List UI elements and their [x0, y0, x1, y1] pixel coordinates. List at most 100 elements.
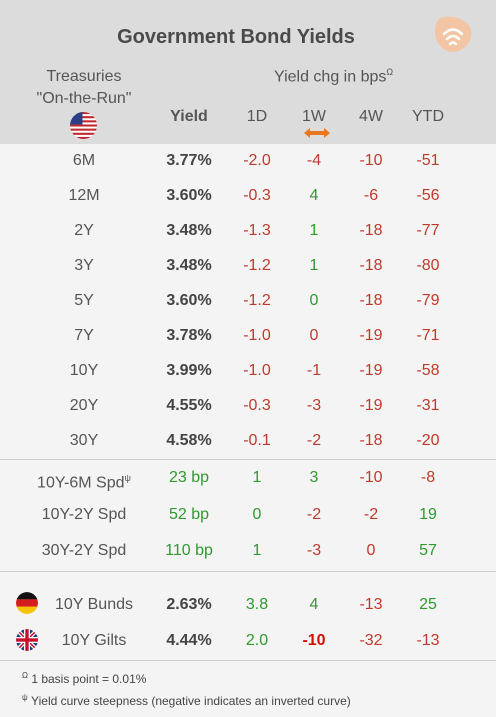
header-col-ytd: YTD: [412, 108, 444, 125]
row-1d: 1: [252, 542, 262, 559]
row-label: 12M: [68, 187, 100, 204]
row-ytd: -8: [420, 469, 436, 486]
row-1w: -2: [306, 432, 322, 449]
row-yield: 4.44%: [166, 632, 212, 649]
footnote-text: 1 basis point = 0.01%: [31, 672, 147, 686]
divider: [0, 459, 496, 460]
row-4w: 0: [366, 542, 376, 559]
footnote-sup: Ω: [22, 671, 28, 680]
row-yield: 3.99%: [166, 362, 212, 379]
row-ytd: -31: [416, 397, 440, 414]
row-yield: 110 bp: [165, 542, 213, 559]
row-1w: 0: [309, 327, 319, 344]
row-1w: 3: [309, 469, 319, 486]
row-ytd: 25: [419, 596, 437, 613]
row-label: 10Y-6M Spdψ: [24, 467, 144, 492]
row-ytd: -79: [416, 292, 440, 309]
row-1d: -1.0: [243, 362, 271, 379]
row-1d: -1.2: [243, 257, 271, 274]
row-4w: -10: [359, 152, 383, 169]
spread-sup: ψ: [124, 473, 131, 483]
row-1d: -2.0: [243, 152, 271, 169]
row-label: 5Y: [74, 292, 94, 309]
row-1w: -4: [306, 152, 322, 169]
row-1w: -10: [302, 632, 326, 649]
row-label: 20Y: [69, 397, 99, 414]
row-4w: -13: [359, 596, 383, 613]
row-yield: 23 bp: [168, 469, 210, 486]
row-4w: -19: [359, 362, 383, 379]
row-ytd: -80: [416, 257, 440, 274]
row-1d: -1.0: [243, 327, 271, 344]
footnote: ψ Yield curve steepness (negative indica…: [22, 693, 351, 708]
header-yield: Yield: [170, 108, 208, 125]
double-arrow-icon: [304, 128, 330, 138]
row-1d: 2.0: [245, 632, 269, 649]
header-left-line2: "On-the-Run": [36, 90, 132, 107]
row-4w: -18: [359, 257, 383, 274]
row-4w: -18: [359, 292, 383, 309]
header-col-4w: 4W: [359, 108, 383, 125]
row-label: 10Y Gilts: [61, 632, 127, 649]
uk-flag-icon: [16, 629, 38, 651]
row-ytd: -77: [416, 222, 440, 239]
row-yield: 3.60%: [166, 187, 212, 204]
row-1d: 1: [252, 469, 262, 486]
row-4w: -2: [363, 506, 379, 523]
germany-flag-icon: [16, 592, 38, 614]
header-chg-label: Yield chg in bps: [274, 68, 387, 86]
row-ytd: 57: [419, 542, 437, 559]
row-1d: 3.8: [245, 596, 269, 613]
row-1w: -1: [306, 362, 322, 379]
header-yield-change: Yield chg in bpsΩ: [274, 67, 393, 86]
row-1w: -2: [306, 506, 322, 523]
row-yield: 3.48%: [166, 222, 212, 239]
row-label: 2Y: [74, 222, 94, 239]
logo-icon: [435, 16, 472, 52]
row-4w: -18: [359, 222, 383, 239]
row-ytd: -13: [416, 632, 440, 649]
footnote-text: Yield curve steepness (negative indicate…: [31, 694, 351, 708]
row-4w: -19: [359, 327, 383, 344]
row-4w: -10: [359, 469, 383, 486]
row-ytd: -58: [416, 362, 440, 379]
spread-label: 10Y-6M Spd: [37, 474, 125, 492]
row-yield: 52 bp: [168, 506, 210, 523]
divider: [0, 660, 496, 661]
row-1w: 1: [309, 257, 319, 274]
row-ytd: 19: [419, 506, 437, 523]
row-yield: 3.48%: [166, 257, 212, 274]
row-yield: 4.58%: [166, 432, 212, 449]
footnote: Ω 1 basis point = 0.01%: [22, 671, 146, 686]
row-ytd: -56: [416, 187, 440, 204]
header-col-1d: 1D: [246, 108, 268, 125]
row-label: 10Y Bunds: [55, 596, 133, 613]
row-ytd: -20: [416, 432, 440, 449]
footnote-sup: ψ: [22, 693, 28, 702]
row-1d: -1.3: [243, 222, 271, 239]
row-1w: -3: [306, 542, 322, 559]
divider: [0, 571, 496, 572]
row-4w: -19: [359, 397, 383, 414]
row-1d: -1.2: [243, 292, 271, 309]
row-4w: -6: [363, 187, 379, 204]
row-yield: 3.78%: [166, 327, 212, 344]
row-4w: -18: [359, 432, 383, 449]
us-flag-icon: [70, 112, 97, 139]
row-1w: 4: [309, 187, 319, 204]
header-treasuries-label: Treasuries "On-the-Run": [30, 66, 138, 110]
header-chg-sup: Ω: [386, 67, 394, 77]
header-col-1w: 1W: [302, 108, 326, 125]
row-ytd: -51: [416, 152, 440, 169]
page-title: Government Bond Yields: [117, 26, 355, 48]
header-left-line1: Treasuries: [46, 68, 122, 85]
row-1w: 4: [309, 596, 319, 613]
row-label: 30Y-2Y Spd: [41, 542, 127, 559]
row-4w: -32: [359, 632, 383, 649]
row-yield: 3.60%: [166, 292, 212, 309]
row-ytd: -71: [416, 327, 440, 344]
row-label: 3Y: [74, 257, 94, 274]
row-label: 6M: [72, 152, 96, 169]
row-label: 7Y: [74, 327, 94, 344]
row-label: 10Y: [69, 362, 99, 379]
